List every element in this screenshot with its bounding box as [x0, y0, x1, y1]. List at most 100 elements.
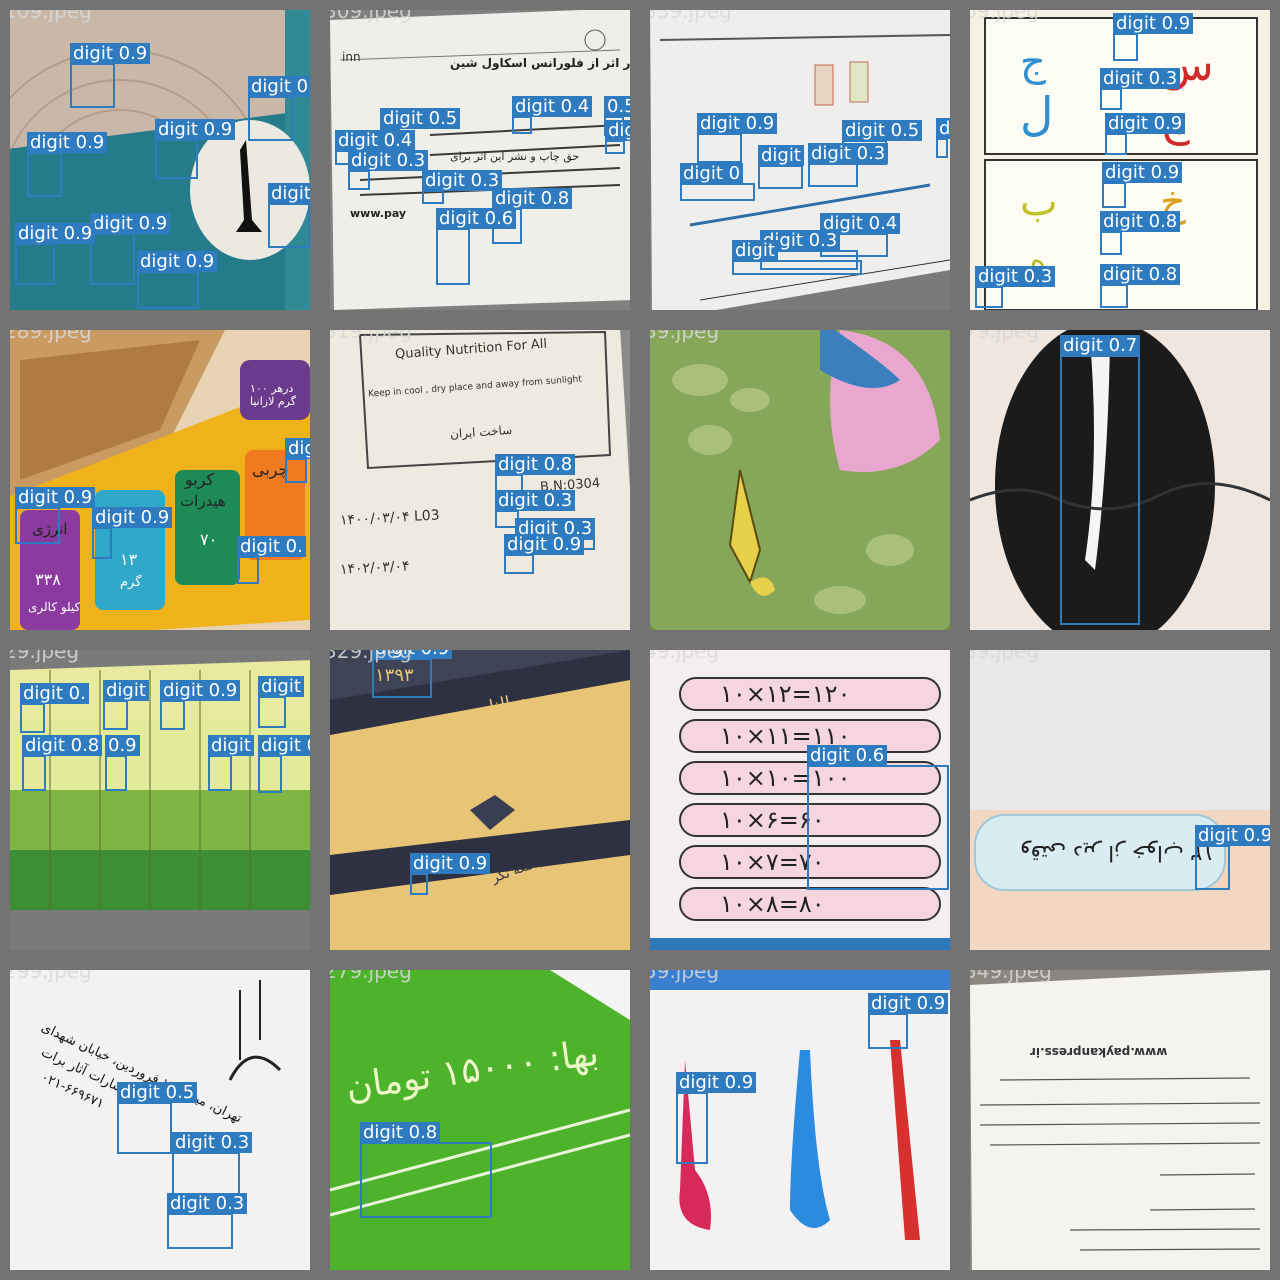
detection-box: digit 0.9: [676, 1072, 757, 1164]
photo-green-price-tag: [320, 960, 640, 1280]
detection-box: digit 0: [680, 163, 755, 201]
photo-dark-oval-letter: [960, 320, 1280, 640]
photo-text: ۷۰: [200, 530, 218, 549]
detection-label: 0.9: [105, 735, 140, 756]
detection-box: digit 0.3: [1100, 68, 1181, 110]
detection-label: digit: [103, 680, 149, 701]
detection-label: dig: [285, 438, 319, 459]
detection-box: digit 0.3: [495, 490, 576, 528]
detection-box: digit 0.9: [697, 113, 778, 163]
detection-box: dig: [605, 120, 639, 154]
detection-label: digit 0.9: [1102, 162, 1183, 183]
image-tile: inn چهار اثر از فلورانس اسکاول شین حق چا…: [320, 0, 640, 320]
detection-label: digit 0.: [237, 536, 306, 557]
detection-box: digit 0.9: [258, 735, 320, 793]
image-tile: 29.jpeg digit 0. digit digit 0.9 digit d…: [0, 640, 320, 960]
detection-box: digit 0.7: [1060, 335, 1141, 625]
detection-label: digit: [936, 118, 960, 139]
filename-label: 329.jpeg: [324, 640, 412, 663]
svg-text:ج: ج: [1020, 39, 1046, 86]
photo-food-package: [0, 320, 320, 640]
detection-box: digit 0.6: [807, 745, 949, 890]
detection-box: digit 0.3: [760, 230, 858, 270]
detection-box: digit 0.9: [504, 534, 585, 574]
detection-box: digit 0.5: [117, 1082, 198, 1154]
detection-box: digit 0.: [20, 683, 89, 733]
photo-text: www.pay: [350, 207, 407, 220]
detection-box: digit 0.9: [92, 507, 173, 559]
filename-label: 339.jpeg: [644, 0, 732, 23]
svg-text:ل: ل: [1020, 87, 1053, 141]
detection-box: digit 0.3: [808, 143, 889, 187]
image-tile: ۱۰×۱۲=۱۲۰ ۱۰×۱۱=۱۱۰ ۱۰×۱۰=۱۰۰ ۱۰×۶=۶۰ ۱۰…: [640, 640, 960, 960]
detection-box: digit 0.4: [512, 96, 593, 134]
svg-text:ب: ب: [1020, 179, 1058, 225]
filename-label: 29.jpeg: [4, 640, 80, 663]
image-tile: ۱۳۹۳ سالنامه نشر جامعه نگر 329.jpeg digi…: [320, 640, 640, 960]
detection-box: digit 0.9: [27, 132, 108, 197]
detection-label: digit 0.3: [975, 266, 1056, 287]
filename-label: 309.jpeg: [324, 0, 412, 23]
detection-label: digit 0.: [20, 683, 89, 704]
filename-label: 319.jpeg: [324, 320, 412, 343]
detection-label: digit 0.6: [436, 208, 517, 229]
detection-label: digit: [268, 183, 314, 204]
filename-label: 79.jpeg: [964, 320, 1040, 343]
detection-box: digit 0.9: [160, 680, 241, 730]
detection-box: digit 0.9: [868, 993, 949, 1049]
detection-label: digit 0.9: [676, 1072, 757, 1093]
image-tile: درهر ۱۰۰ گرم لازانیا کربو هیدرات چربی ان…: [0, 320, 320, 640]
image-tile: www.paykanpress.ir 349.jpeg: [960, 960, 1280, 1280]
detection-box: digit 0.8: [1100, 264, 1181, 308]
detection-box: 0.9: [105, 735, 140, 791]
detection-label: digit 0.9: [160, 680, 241, 701]
detection-label: digit 0.8: [22, 735, 103, 756]
image-tile: ج ل س ج ب خ ه 69.jpeg digit 0.9 digit 0.…: [960, 0, 1280, 320]
detection-label: digit 0.8: [492, 188, 573, 209]
detection-label: digit: [758, 145, 804, 166]
detection-label: digit 0.8: [495, 454, 576, 475]
filename-label: 289.jpeg: [4, 320, 92, 343]
detection-box: dig: [285, 438, 319, 483]
detection-box: digit 0.6: [436, 208, 517, 285]
detection-label: digit 0.9: [258, 735, 320, 756]
detection-box: digit 0.8: [22, 735, 103, 791]
photo-text: ۱۰×۸=۸۰: [720, 890, 825, 918]
photo-text: چربی: [252, 460, 289, 479]
photo-box-label: [320, 320, 640, 640]
detection-label: digit 0.9: [70, 43, 151, 64]
photo-text: گرم: [120, 575, 142, 590]
detection-box: digit 0.9: [1113, 13, 1194, 61]
photo-text: ۱۰×۱۰=۱۰۰: [720, 764, 851, 792]
detection-box: digit 0.3: [422, 170, 503, 204]
detection-label: digit 0.6: [807, 745, 888, 766]
filename-label: 39.jpeg: [644, 320, 720, 343]
detection-label: digit 0: [248, 76, 312, 97]
detection-label: digit 0.9: [697, 113, 778, 134]
photo-text: inn: [342, 50, 361, 64]
detection-box: digit 0.3: [975, 266, 1056, 308]
detection-box: digit: [268, 183, 314, 248]
detection-label: digit 0.9: [1113, 13, 1194, 34]
detection-box: digit 0.: [237, 536, 306, 584]
detection-label: digit 0.3: [348, 150, 429, 171]
detection-label: digit 0.8: [1100, 211, 1181, 232]
detection-label: digit 0.4: [512, 96, 593, 117]
detection-box: digit: [758, 145, 804, 189]
detection-label: digit 0.4: [335, 130, 416, 151]
detection-label: digit 0.8: [360, 1122, 441, 1143]
detection-box: digit 0.9: [1105, 113, 1186, 155]
photo-text: ۱۰×۱۲=۱۲۰: [720, 680, 851, 708]
detection-label: digit 0.3: [1100, 68, 1181, 89]
photo-text: درهر ۱۰۰ گرم لازانیا: [250, 382, 296, 408]
filename-label: 59.jpeg: [644, 960, 720, 983]
detection-box: digit 0.9: [1102, 162, 1183, 208]
image-tile: 339.jpeg digit 0.9 digit 0.5 digit digit…: [640, 0, 960, 320]
detection-label: digit 0.3: [760, 230, 841, 251]
image-tile: 109.jpeg digit 0.9 digit 0 digit 0.9 dig…: [0, 0, 320, 320]
detection-label: digit 0: [680, 163, 744, 184]
detection-label: digit 0.9: [90, 213, 171, 234]
detection-box: digit 0: [248, 76, 312, 141]
photo-text: حق چاپ و نشر این اثر برای: [450, 150, 580, 163]
detection-label: digit 0.3: [167, 1193, 248, 1214]
